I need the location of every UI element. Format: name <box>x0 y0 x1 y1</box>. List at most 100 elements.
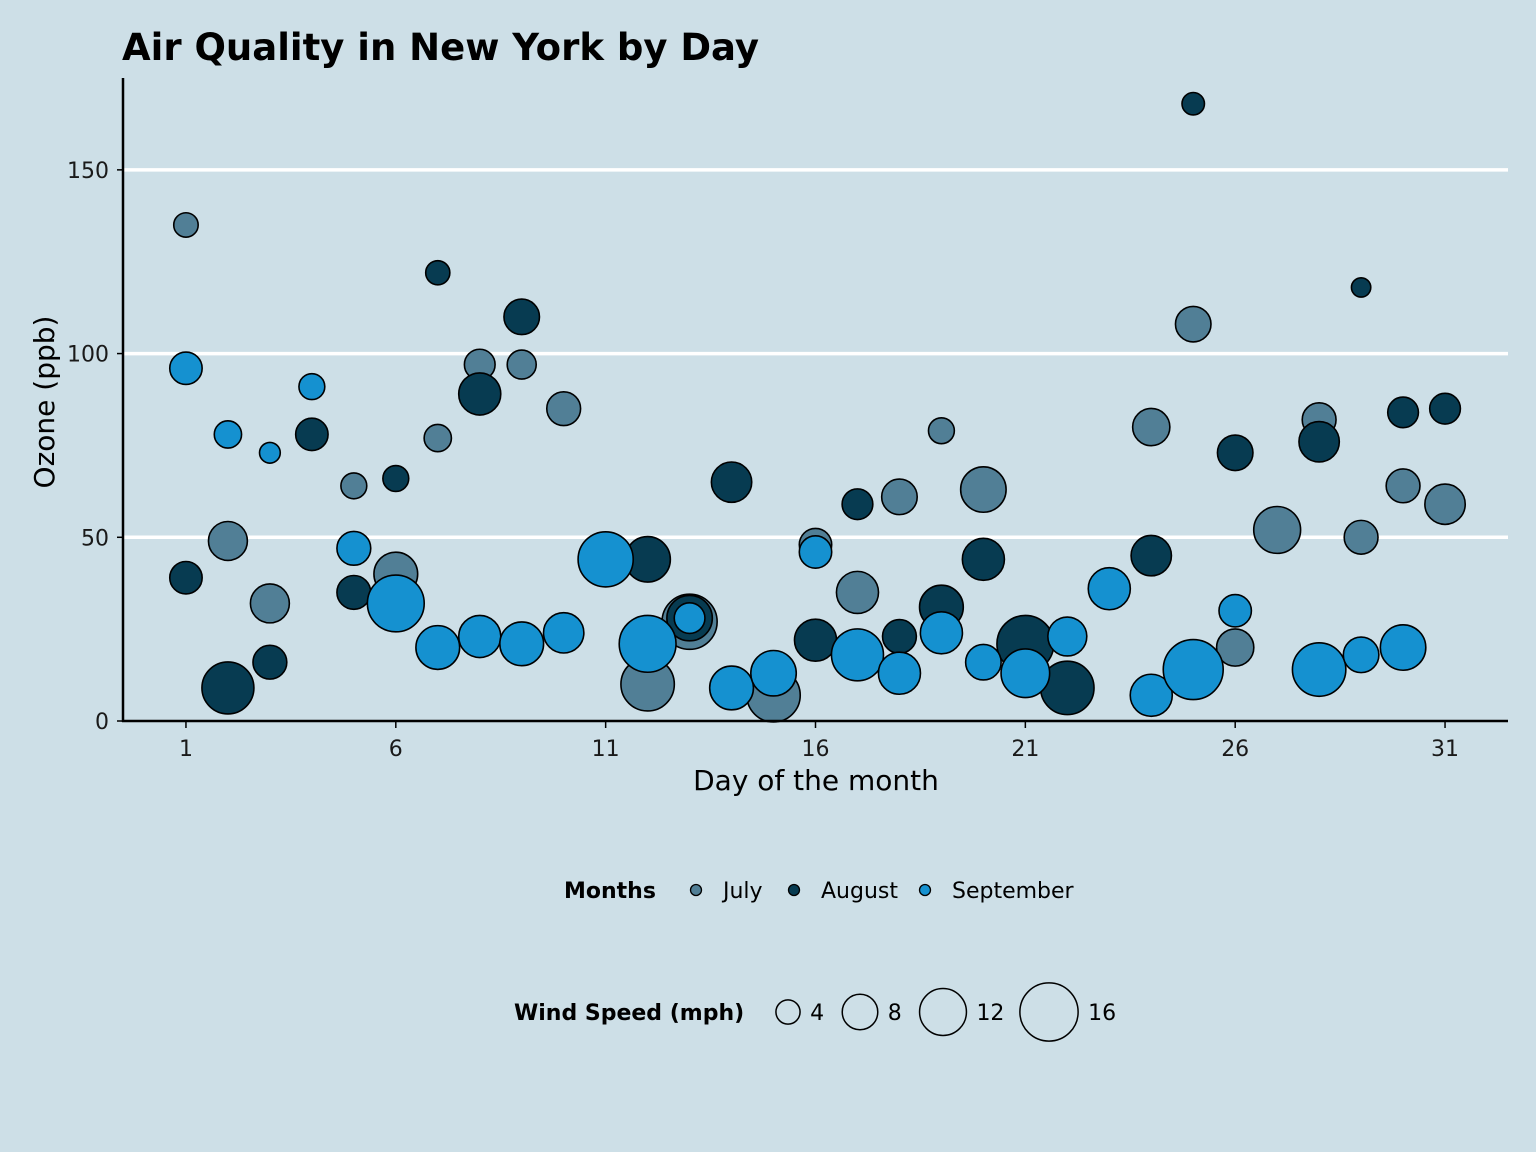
y-tick-label: 150 <box>67 159 109 184</box>
x-tick-label: 6 <box>389 737 403 762</box>
legend-months-title: Months <box>564 879 656 904</box>
y-tick-label: 50 <box>81 526 109 551</box>
data-point <box>919 610 964 655</box>
data-point <box>424 259 451 286</box>
legend-months: Months July August September <box>564 879 1075 904</box>
legend-label-september: September <box>952 879 1075 904</box>
y-ticks: 0 50 100 150 <box>67 159 123 735</box>
data-point <box>1087 566 1132 611</box>
data-point <box>294 417 329 452</box>
data-point <box>1424 483 1467 526</box>
x-ticks: 1 6 11 16 21 26 31 <box>179 721 1459 762</box>
legend-key-august <box>787 883 801 897</box>
data-point <box>249 583 291 624</box>
data-point <box>545 390 582 427</box>
data-point <box>415 624 461 671</box>
legend-size-key <box>918 987 968 1037</box>
data-point <box>830 628 885 682</box>
data-point <box>423 423 453 453</box>
x-tick-label: 1 <box>179 737 193 762</box>
data-point <box>577 530 635 588</box>
data-point <box>298 372 326 401</box>
data-point <box>201 661 255 715</box>
x-axis-title: Day of the month <box>693 764 939 797</box>
data-point <box>1342 636 1380 674</box>
data-point <box>1181 91 1206 116</box>
data-point <box>213 419 243 449</box>
data-point <box>1218 593 1253 628</box>
data-point <box>336 530 372 567</box>
data-point <box>841 488 874 521</box>
legend-size-label: 4 <box>810 1001 824 1026</box>
legend-key-september <box>918 883 932 897</box>
data-point <box>1252 505 1302 555</box>
data-point <box>881 618 918 655</box>
data-point <box>1291 642 1347 698</box>
chart-title: Air Quality in New York by Day <box>122 26 759 69</box>
data-point <box>708 665 755 711</box>
data-point <box>1129 673 1174 718</box>
legend-size-key <box>841 993 879 1031</box>
legend-size-key <box>775 999 801 1025</box>
data-point <box>506 349 538 380</box>
x-tick-label: 16 <box>802 737 830 762</box>
data-point <box>1379 623 1427 672</box>
data-point <box>457 614 502 659</box>
data-point <box>366 574 426 633</box>
y-axis-title: Ozone (ppb) <box>28 316 61 489</box>
legend-size-key <box>1019 982 1079 1042</box>
data-point <box>542 611 585 654</box>
data-point <box>1343 519 1379 555</box>
data-point <box>880 478 918 516</box>
legend-key-july <box>689 883 703 897</box>
data-point <box>964 643 1002 681</box>
data-point <box>959 465 1007 514</box>
data-point <box>835 570 880 615</box>
data-points <box>168 91 1467 723</box>
data-point <box>499 621 545 667</box>
data-point <box>382 464 410 493</box>
data-point <box>1174 305 1212 343</box>
data-point <box>1131 407 1171 447</box>
x-tick-label: 26 <box>1221 737 1249 762</box>
series-july <box>172 211 1467 723</box>
data-point <box>340 472 368 500</box>
y-tick-label: 100 <box>67 343 109 368</box>
legend-size-label: 16 <box>1088 1001 1116 1026</box>
data-point <box>793 618 838 662</box>
legend-wind-title: Wind Speed (mph) <box>514 1001 744 1026</box>
data-point <box>750 649 798 697</box>
series-august <box>168 91 1462 716</box>
data-point <box>168 560 203 595</box>
x-tick-label: 31 <box>1431 737 1459 762</box>
data-point <box>1130 534 1173 577</box>
data-point <box>710 461 753 504</box>
data-point <box>1162 638 1224 701</box>
data-point <box>503 298 541 336</box>
data-point <box>252 644 288 680</box>
data-point <box>1428 392 1462 425</box>
data-point <box>168 351 203 386</box>
data-point <box>1000 648 1051 699</box>
x-tick-label: 11 <box>592 737 620 762</box>
gridlines <box>123 168 1508 540</box>
legend-label-august: August <box>821 879 898 904</box>
series-september <box>168 351 1427 718</box>
data-point <box>1215 628 1255 667</box>
data-point <box>927 416 956 445</box>
data-point <box>1350 276 1372 298</box>
data-point <box>207 520 249 562</box>
data-point <box>877 651 922 696</box>
y-tick-label: 0 <box>95 710 109 735</box>
data-point <box>1216 434 1254 472</box>
data-point <box>336 574 372 611</box>
data-point <box>1298 420 1341 463</box>
data-point <box>673 601 706 635</box>
data-point <box>961 537 1006 582</box>
data-point <box>1047 616 1088 657</box>
legend-wind-speed: Wind Speed (mph) 4 8 12 16 <box>514 982 1116 1042</box>
data-point <box>1386 396 1420 429</box>
data-point <box>618 614 677 674</box>
legend-size-label: 12 <box>976 1001 1004 1026</box>
